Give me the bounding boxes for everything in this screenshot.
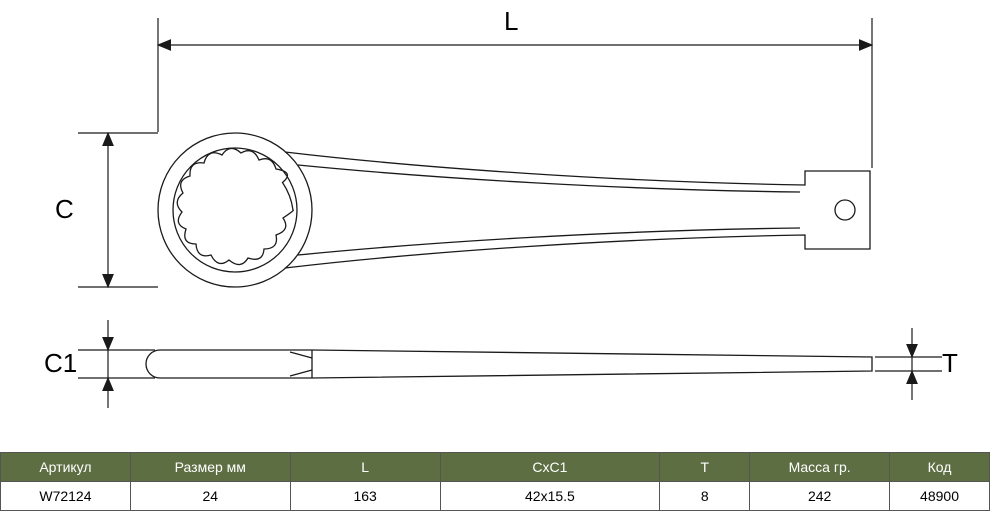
- cell-L: 163: [290, 482, 440, 511]
- wrench-plan-view: [158, 133, 870, 287]
- label-C1: C1: [44, 348, 77, 379]
- cell-code: 48900: [890, 482, 990, 511]
- cell-T: 8: [660, 482, 750, 511]
- spec-table: Артикул Размер мм L CxC1 T Масса гр. Код…: [0, 452, 990, 511]
- cell-size: 24: [130, 482, 290, 511]
- wrench-side-view: [146, 350, 872, 378]
- col-code: Код: [890, 453, 990, 482]
- col-CxC1: CxC1: [440, 453, 660, 482]
- table-row: W72124 24 163 42x15.5 8 242 48900: [1, 482, 990, 511]
- dimension-L: [158, 18, 872, 168]
- col-size: Размер мм: [130, 453, 290, 482]
- cell-CxC1: 42x15.5: [440, 482, 660, 511]
- cell-article: W72124: [1, 482, 131, 511]
- col-article: Артикул: [1, 453, 131, 482]
- dimension-C: [78, 133, 158, 287]
- table-header-row: Артикул Размер мм L CxC1 T Масса гр. Код: [1, 453, 990, 482]
- label-T: T: [942, 348, 958, 379]
- dimension-C1: [78, 320, 155, 408]
- dimension-T: [875, 328, 942, 400]
- col-mass: Масса гр.: [750, 453, 890, 482]
- col-L: L: [290, 453, 440, 482]
- label-L: L: [504, 6, 518, 37]
- cell-mass: 242: [750, 482, 890, 511]
- technical-drawing: [0, 0, 990, 440]
- col-T: T: [660, 453, 750, 482]
- label-C: C: [55, 194, 74, 225]
